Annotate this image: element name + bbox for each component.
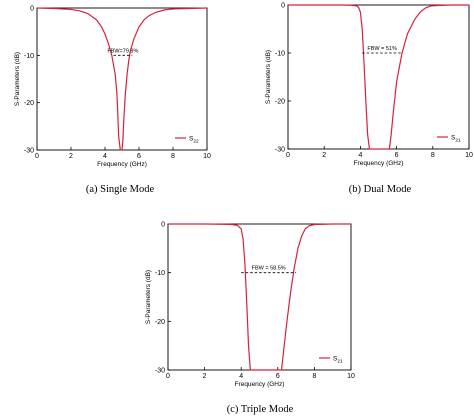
x-tick-label: 0 [166,373,170,380]
chart-a: 0 2 4 6 8 10 0 -10 -20 -30 Frequency (GHz) S-Parame… [14,6,211,196]
legend-label: S21 [451,135,461,144]
x-tick-label: 0 [286,152,290,159]
x-axis-label: Frequency (GHz) [354,160,404,167]
subfigure-caption: (b) Dual Mode [349,184,412,195]
x-tick-label: 6 [395,152,399,159]
legend-label-subscript: 21 [337,359,343,365]
x-tick-label: 8 [312,373,316,380]
legend-label: S22 [189,136,199,145]
subfigure-caption: (a) Single Mode [86,184,155,195]
y-tick-label: -20 [24,100,34,107]
x-tick-label: 2 [322,152,326,159]
legend-label-main: S [189,136,194,143]
x-tick-label: 4 [103,153,107,160]
y-axis-label: S-Parameters (dB) [265,50,272,104]
x-tick-label: 6 [137,153,141,160]
y-tick-label: -10 [155,270,165,277]
plot-frame [36,7,208,151]
x-axis-label: Frequency (GHz) [97,161,147,168]
x-tick-label: 8 [171,153,175,160]
s-parameter-curve [288,4,469,150]
s-parameter-curve [168,223,351,371]
legend-label-subscript: 22 [193,139,199,145]
x-tick-label: 8 [431,152,435,159]
y-tick-label: -20 [155,319,165,326]
x-axis-label: Frequency (GHz) [235,381,285,388]
x-tick-label: 10 [465,152,473,159]
fbw-annotation: FBW = 51% [367,46,397,52]
legend-label-main: S [451,135,456,142]
y-tick-label: -30 [155,368,165,375]
plot-frame [287,4,470,150]
legend-label-main: S [333,356,338,363]
y-tick-label: 0 [281,3,285,10]
x-tick-label: 10 [203,153,211,160]
subfigure-caption: (c) Triple Mode [227,404,294,415]
y-tick-label: -20 [275,99,285,106]
y-tick-label: 0 [30,6,34,13]
x-tick-label: 10 [347,373,355,380]
fbw-annotation: FBW = 58.5% [252,266,286,272]
legend-label: S21 [333,356,343,365]
s-parameter-curve [36,7,208,151]
chart-b: 0 2 4 6 8 10 0 -10 -20 -30 Frequency (GHz) S-Parame… [265,3,473,196]
x-tick-label: 2 [69,153,73,160]
x-tick-label: 4 [358,152,362,159]
y-tick-label: -30 [275,147,285,154]
y-axis-label: S-Parameters (dB) [145,270,152,324]
y-axis-label: S-Parameters (dB) [14,52,21,106]
x-tick-label: 2 [203,373,207,380]
x-tick-label: 6 [276,373,280,380]
x-tick-label: 4 [239,373,243,380]
y-tick-label: -10 [275,51,285,58]
fbw-annotation: FBW=79.9% [107,48,138,54]
y-tick-label: -10 [24,53,34,60]
chart-c: 0 2 4 6 8 10 0 -10 -20 -30 Frequency (GHz) S-Parame… [145,222,355,416]
legend-label-subscript: 21 [455,138,461,144]
y-tick-label: 0 [161,222,165,229]
plot-frame [167,223,352,371]
x-tick-label: 0 [35,153,39,160]
y-tick-label: -30 [24,148,34,155]
